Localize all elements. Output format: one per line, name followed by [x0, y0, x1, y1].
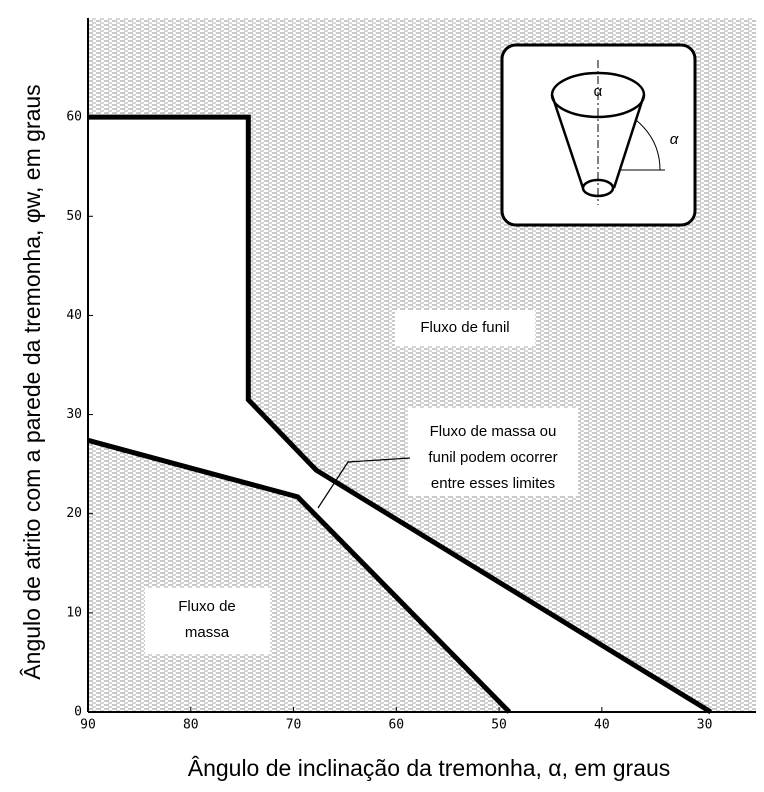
x-tick-label: 80: [183, 718, 199, 733]
x-axis-label: Ângulo de inclinação da tremonha, α, em …: [188, 755, 671, 781]
annotation: Fluxo de funil: [420, 319, 509, 336]
x-tick-label: 30: [697, 718, 713, 733]
x-tick-label: 50: [491, 718, 507, 733]
y-tick-label: 60: [66, 110, 82, 125]
annotation: Fluxo de: [178, 598, 236, 615]
y-tick-label: 20: [66, 506, 82, 521]
annotation: massa: [185, 624, 230, 641]
y-tick-label: 0: [74, 705, 82, 720]
annotation: Fluxo de massa ou: [430, 423, 557, 440]
label-box: [395, 310, 535, 346]
inset-label: α: [594, 83, 603, 100]
y-tick-label: 40: [66, 308, 82, 323]
x-tick-label: 60: [388, 718, 404, 733]
y-tick-label: 30: [66, 407, 82, 422]
inset: [500, 43, 697, 227]
y-tick-label: 10: [66, 605, 82, 620]
y-axis-label: Ângulo de atrito com a parede da tremonh…: [19, 84, 45, 679]
pointer: [317, 457, 411, 509]
x-tick-label: 90: [80, 718, 96, 733]
annotation: funil podem ocorrer: [428, 449, 557, 466]
x-tick-label: 40: [594, 718, 610, 733]
label-box: [408, 408, 578, 496]
annotation: entre esses limites: [431, 475, 555, 492]
boundary-line: [87, 437, 512, 714]
y-tick-label: 50: [66, 209, 82, 224]
boundary-line: [88, 114, 713, 715]
label-box: [145, 588, 270, 654]
inset-label: α: [670, 131, 679, 148]
x-tick-label: 70: [286, 718, 302, 733]
